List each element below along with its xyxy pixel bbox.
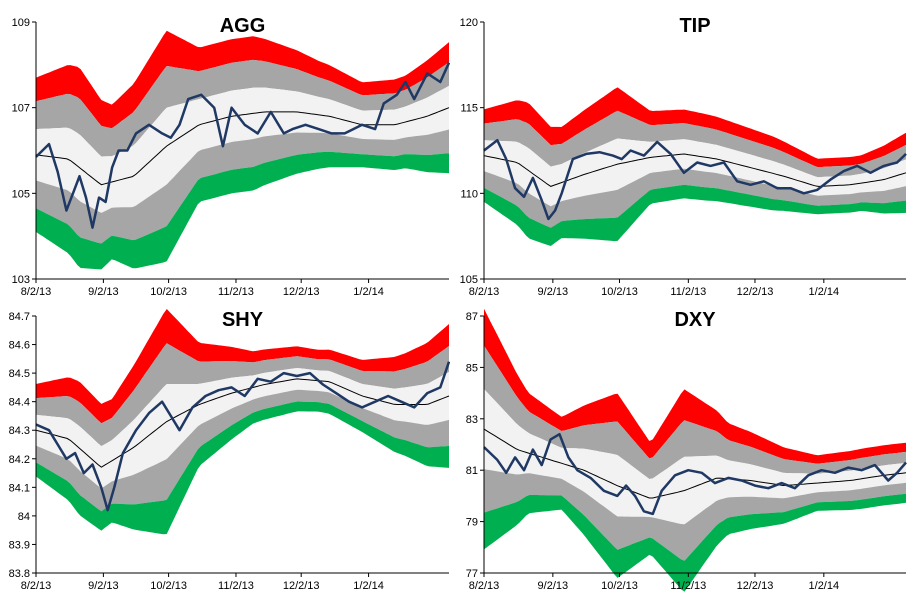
upper-outer-band	[484, 345, 906, 479]
x-tick-label: 1/2/14	[809, 580, 840, 592]
x-tick-label: 11/2/13	[218, 286, 254, 298]
y-tick-label: 83	[466, 414, 478, 426]
y-tick-label: 110	[460, 188, 478, 200]
x-tick-label: 11/2/13	[218, 580, 254, 592]
y-tick-label: 85	[466, 362, 478, 374]
inner-band	[484, 138, 906, 207]
y-tick-label: 84.7	[9, 311, 30, 323]
x-tick-label: 12/2/13	[283, 286, 320, 298]
upper-outer-band	[484, 110, 906, 178]
x-tick-label: 10/2/13	[601, 286, 638, 298]
price-line	[35, 361, 451, 512]
y-tick-label: 84.5	[9, 368, 30, 380]
y-tick-label: 107	[12, 103, 30, 115]
inner-band	[36, 85, 449, 213]
lower-band	[484, 493, 906, 592]
x-tick-label: 9/2/13	[538, 580, 569, 592]
price-line	[483, 432, 907, 516]
chart-panel-agg: 103 105 107 109 8/2/13 9/2/13 10/2/13 11/2/13 12…	[12, 15, 451, 298]
y-tick-label: 109	[12, 17, 30, 29]
lower-outer-band	[36, 389, 449, 512]
x-tick-label: 12/2/13	[283, 580, 320, 592]
y-tick-label: 83.9	[9, 539, 30, 551]
y-tick-label: 84.1	[9, 482, 30, 494]
x-tick-label: 8/2/13	[469, 286, 500, 298]
chart-title: TIP	[679, 15, 710, 37]
y-tick-label: 84.2	[9, 454, 30, 466]
y-tick-label: 105	[460, 274, 478, 286]
mean-line	[483, 153, 907, 187]
inner-band	[484, 389, 906, 525]
lower-band	[36, 151, 449, 270]
mean-line	[483, 428, 907, 499]
y-tick-label: 84.4	[9, 397, 30, 409]
x-tick-label: 1/2/14	[809, 286, 840, 298]
upper-band	[484, 87, 906, 168]
y-tick-label: 83.8	[9, 568, 30, 580]
y-tick-label: 84	[18, 511, 30, 523]
lower-outer-band	[484, 168, 906, 228]
y-tick-label: 84.6	[9, 340, 30, 352]
price-line	[483, 138, 907, 221]
x-tick-label: 8/2/13	[21, 286, 52, 298]
x-tick-label: 10/2/13	[601, 580, 638, 592]
x-tick-label: 8/2/13	[21, 580, 52, 592]
x-tick-label: 9/2/13	[88, 580, 119, 592]
lower-outer-band	[484, 469, 906, 561]
chart-title: SHY	[222, 309, 264, 331]
chart-panel-dxy: 77 79 81 83 85 87 8/2/13 9/2/13 10/2/13 11/2/13 12…	[466, 308, 907, 592]
y-tick-label: 81	[466, 465, 478, 477]
x-tick-label: 8/2/13	[469, 580, 500, 592]
x-tick-label: 9/2/13	[88, 286, 119, 298]
x-tick-label: 1/2/14	[353, 286, 384, 298]
y-tick-label: 105	[12, 188, 30, 200]
y-tick-label: 84.3	[9, 425, 30, 437]
y-tick-label: 79	[466, 517, 478, 529]
upper-band	[36, 309, 449, 424]
x-tick-label: 11/2/13	[670, 286, 706, 298]
lower-band	[36, 401, 449, 535]
chart-title: DXY	[674, 309, 716, 331]
x-tick-label: 1/2/14	[353, 580, 384, 592]
x-tick-label: 10/2/13	[150, 286, 187, 298]
chart-panel-shy: 83.8 83.9 84 84.1 84.2 84.3 84.4 84.5 84.6 84.7 8/…	[9, 309, 451, 592]
upper-band	[36, 30, 449, 129]
y-tick-label: 103	[12, 274, 30, 286]
lower-band	[484, 184, 906, 246]
lower-outer-band	[36, 129, 449, 244]
price-line	[35, 62, 451, 229]
chart-panel-tip: 105 110 115 120 8/2/13 9/2/13 10/2/13 11/2/13 12…	[460, 15, 907, 298]
mean-line	[35, 107, 450, 186]
y-tick-label: 115	[460, 103, 478, 115]
chart-title: AGG	[220, 15, 266, 37]
upper-outer-band	[36, 343, 449, 447]
x-tick-label: 11/2/13	[670, 580, 706, 592]
y-tick-label: 120	[460, 17, 478, 29]
x-tick-label: 10/2/13	[150, 580, 187, 592]
y-tick-label: 87	[466, 311, 478, 323]
x-tick-label: 9/2/13	[538, 286, 569, 298]
x-tick-label: 12/2/13	[737, 580, 774, 592]
y-tick-label: 77	[466, 568, 478, 580]
x-tick-label: 12/2/13	[737, 286, 774, 298]
